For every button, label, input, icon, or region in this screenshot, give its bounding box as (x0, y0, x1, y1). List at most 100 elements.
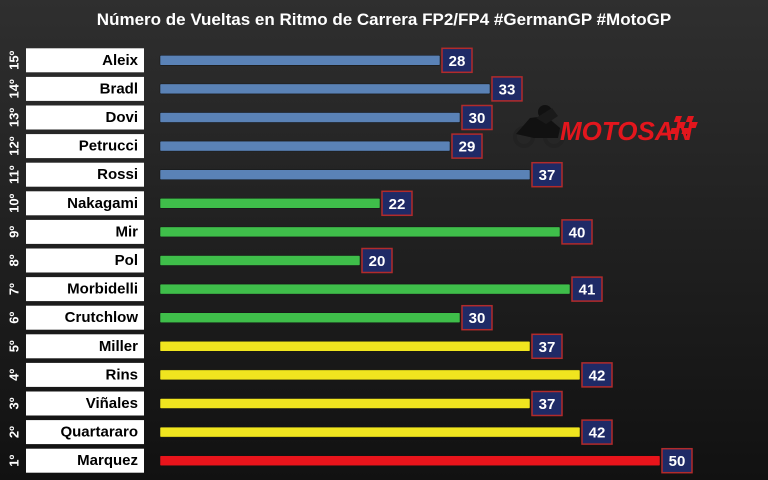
rider-label-box (26, 334, 144, 359)
rider-name: Rossi (97, 166, 138, 183)
bar (159, 198, 381, 209)
value-label-box (381, 190, 413, 217)
value-label-box (451, 133, 483, 159)
bar-row: 4º Rins 42 (7, 362, 613, 388)
bar (159, 255, 361, 266)
bar-row: 10º Nakagami 22 (7, 190, 413, 217)
value-label-box (571, 276, 603, 302)
bar (159, 55, 441, 66)
rank-label: 7º (7, 283, 22, 295)
value-label-box (661, 447, 693, 474)
bar (159, 140, 451, 152)
value-label-box (531, 390, 563, 417)
rank-label: 15º (7, 50, 22, 69)
rank-label: 10º (7, 193, 22, 212)
bar-row: 6º Crutchlow 30 (7, 304, 493, 331)
value-label: 37 (539, 396, 556, 413)
rank-label: 8º (7, 254, 22, 266)
rider-name: Mir (116, 223, 139, 240)
rider-label-box (26, 362, 144, 387)
value-label: 37 (539, 339, 556, 356)
rider-label-box (26, 420, 144, 445)
bar-row: 2º Quartararo 42 (7, 419, 613, 445)
rank-label: 12º (7, 136, 22, 155)
chart-title: Número de Vueltas en Ritmo de Carrera FP… (97, 10, 671, 29)
value-label: 22 (389, 196, 406, 213)
motorcycle-rider-icon (513, 105, 565, 148)
bar (159, 226, 561, 238)
rank-label: 4º (7, 369, 22, 381)
value-label: 41 (579, 282, 596, 299)
value-label: 29 (459, 139, 476, 156)
bar (159, 283, 571, 295)
rider-name: Rins (105, 366, 138, 383)
value-label: 50 (669, 453, 686, 470)
value-label-box (461, 104, 493, 131)
rider-label-box (26, 162, 144, 187)
value-label: 42 (589, 425, 606, 442)
bar-row: 3º Viñales 37 (7, 390, 563, 417)
rider-name: Pol (115, 252, 138, 269)
checkered-flag-icon (669, 116, 698, 134)
rider-label-box (26, 391, 144, 416)
rank-label: 6º (7, 311, 22, 323)
bar (159, 369, 581, 381)
rider-name: Aleix (102, 52, 139, 69)
value-label-box (441, 47, 473, 74)
value-label: 30 (469, 310, 486, 327)
rider-name: Marquez (77, 452, 138, 469)
rider-label-box (26, 105, 144, 130)
rider-name: Quartararo (60, 424, 138, 441)
value-label: 37 (539, 167, 556, 184)
value-label-box (461, 304, 493, 331)
bar (159, 398, 531, 409)
bar-row: 13º Dovi 30 (7, 104, 493, 131)
bar (159, 169, 531, 180)
rider-label-box (26, 76, 144, 101)
rank-label: 13º (7, 108, 22, 127)
value-label-box (581, 362, 613, 388)
bar (159, 83, 491, 95)
bar (159, 341, 531, 352)
bar-row: 12º Petrucci 29 (7, 133, 483, 159)
value-label: 30 (469, 110, 486, 127)
bar-row: 1º Marquez 50 (7, 447, 693, 474)
rank-label: 9º (7, 226, 22, 238)
rider-name: Morbidelli (67, 281, 138, 298)
rank-label: 14º (7, 79, 22, 98)
bar-row: 8º Pol 20 (7, 247, 393, 274)
value-label-box (531, 161, 563, 188)
rider-label-box (26, 134, 144, 159)
bar-row: 5º Miller 37 (7, 333, 563, 360)
rider-name: Bradl (100, 80, 138, 97)
bar (159, 455, 661, 466)
rider-label-box (26, 48, 144, 73)
rank-label: 2º (7, 426, 22, 438)
value-label: 42 (589, 367, 606, 384)
rider-name: Viñales (86, 395, 138, 412)
bar-row: 7º Morbidelli 41 (7, 276, 603, 302)
bar-row: 9º Mir 40 (7, 219, 593, 245)
rider-label-box (26, 277, 144, 302)
value-label: 33 (499, 81, 516, 98)
rank-label: 5º (7, 340, 22, 352)
rider-label-box (26, 219, 144, 244)
rank-label: 3º (7, 397, 22, 409)
rider-label-box (26, 305, 144, 330)
bar (159, 312, 461, 323)
value-label-box (531, 333, 563, 360)
rider-label-box (26, 448, 144, 473)
rider-name: Dovi (105, 109, 138, 126)
rank-label: 1º (7, 454, 22, 466)
value-label-box (361, 247, 393, 274)
rank-label: 11º (7, 165, 22, 184)
value-label: 40 (569, 224, 586, 241)
value-label-box (491, 76, 523, 102)
bar (159, 112, 461, 123)
rider-label-box (26, 191, 144, 216)
rider-name: Crutchlow (65, 309, 139, 326)
value-label-box (581, 419, 613, 445)
value-label: 28 (449, 53, 466, 70)
